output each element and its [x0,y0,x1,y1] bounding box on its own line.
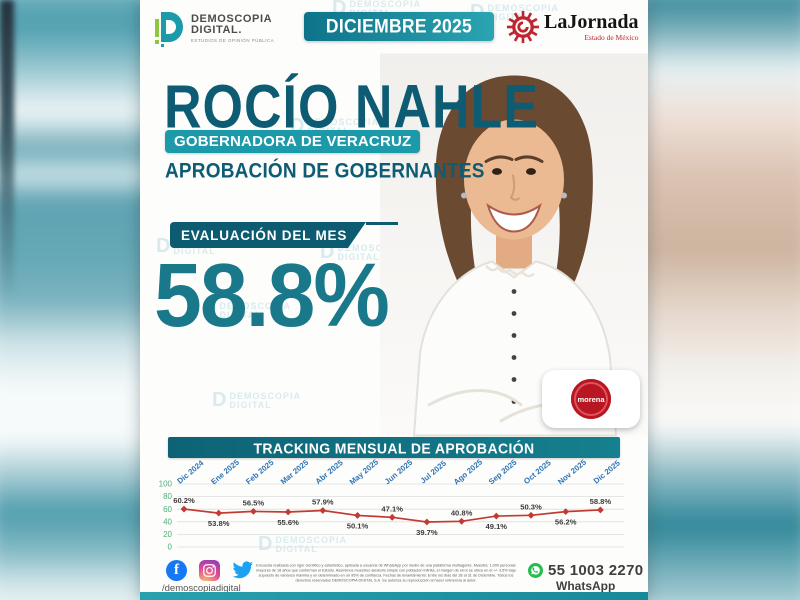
demoscopia-d-icon [155,12,183,47]
morena-party-icon: morena [571,379,611,419]
whatsapp-label: WhatsApp [556,579,616,593]
blurred-backdrop-right [636,0,800,600]
disclaimer-text: Encuesta realizada con rigor científico … [256,563,516,583]
x-tick-label: Abr 2025 [314,458,346,486]
data-point-marker [180,505,188,513]
social-handle: /demoscopiadigital [162,583,241,594]
whatsapp-contact[interactable]: 55 1003 2270 WhatsApp [528,562,643,593]
logo-tagline: ESTUDIOS DE OPINIÓN PÚBLICA [191,37,275,43]
eval-month-label: EVALUACIÓN DEL MES [181,227,348,243]
eval-badge-tail [366,222,398,225]
data-point-label: 50.1% [347,521,369,530]
y-tick-label: 20 [163,530,172,539]
data-point-label: 60.2% [173,496,195,505]
data-point-label: 55.6% [277,518,299,527]
data-point-label: 50.3% [520,502,542,511]
demoscopia-logo: DEMOSCOPIA DIGITAL. ESTUDIOS DE OPINIÓN … [154,8,274,48]
morena-party-label: morena [577,394,605,404]
x-tick-label: Nov 2025 [556,457,589,486]
data-point-marker [597,506,604,514]
y-tick-label: 100 [159,480,173,489]
backdrop-dark-edge [0,0,14,300]
disclaimer-block: Encuesta realizada con rigor científico … [256,563,516,593]
social-icons: f [166,560,254,581]
twitter-icon[interactable] [232,561,254,580]
whatsapp-number[interactable]: 55 1003 2270 [548,562,644,579]
x-tick-label: Ago 2025 [452,457,485,487]
data-point-marker [562,508,570,515]
facebook-icon[interactable]: f [166,560,187,581]
x-tick-label: May 2025 [348,457,381,487]
lajornada-gear-icon [506,10,540,44]
data-point-label: 49.1% [486,522,508,531]
poster: DDEMOSCOPIADIGITALDDEMOSCOPIADIGITALDDEM… [140,0,648,600]
x-tick-label: Jun 2025 [383,457,415,486]
governor-portrait-photo [380,53,648,437]
logo-line1: DEMOSCOPIA [191,12,273,25]
data-point-marker [458,517,465,525]
data-point-label: 53.8% [208,519,230,528]
data-point-label: 57.9% [312,498,334,507]
x-tick-label: Feb 2025 [244,457,276,486]
data-point-label: 58.8% [590,497,612,506]
role-badge: GOBERNADORA DE VERACRUZ [165,130,421,153]
instagram-icon[interactable] [199,560,220,581]
whatsapp-icon [528,563,543,578]
data-point-label: 56.5% [243,498,265,507]
data-point-marker [423,518,431,526]
party-card: morena [542,370,640,428]
eval-month-badge: EVALUACIÓN DEL MES [170,222,366,248]
data-point-label: 39.7% [416,528,438,537]
x-tick-label: Dic 2025 [592,458,623,486]
x-tick-label: Dic 2024 [175,458,206,486]
data-point-marker [388,513,396,521]
approval-value: 58.8% [154,245,390,346]
date-banner: DICIEMBRE 2025 [304,12,494,41]
date-banner-label: DICIEMBRE 2025 [325,14,473,38]
data-point-marker [354,512,361,519]
chart-title: TRACKING MENSUAL DE APROBACIÓN [253,438,535,457]
data-point-label: 56.2% [555,518,577,527]
chart-title-bar: TRACKING MENSUAL DE APROBACIÓN [168,437,620,458]
logo-line2: DIGITAL. [191,23,243,36]
lajornada-edition: Estado de México [584,33,639,42]
section-subtitle: APROBACIÓN DE GOBERNANTES [165,160,485,184]
data-point-marker [319,507,327,514]
lajornada-brand: LaJornada [544,11,639,33]
data-point-label: 47.1% [381,504,403,513]
x-tick-label: Mar 2025 [279,457,311,486]
x-tick-label: Oct 2025 [522,458,553,486]
x-tick-label: Ene 2025 [209,457,241,486]
tracking-chart: 0 20 40 60 80 100 Dic 2024 Ene 2025 Feb 2025 Mar … [159,457,624,552]
y-tick-label: 60 [163,505,172,514]
y-tick-label: 80 [163,492,172,501]
blurred-backdrop-left [0,0,158,600]
data-point-label: 40.8% [451,508,473,517]
bottom-accent-bar [140,592,648,600]
data-point-marker [527,511,535,519]
y-tick-label: 0 [168,543,173,552]
x-tick-label: Sep 2025 [487,457,519,486]
data-point-marker [250,508,257,515]
data-point-marker [215,509,223,517]
lajornada-logo: LaJornada Estado de México [506,10,638,44]
data-point-marker [492,512,500,520]
y-tick-label: 40 [163,517,172,526]
x-tick-label: Jul 2025 [419,458,449,485]
